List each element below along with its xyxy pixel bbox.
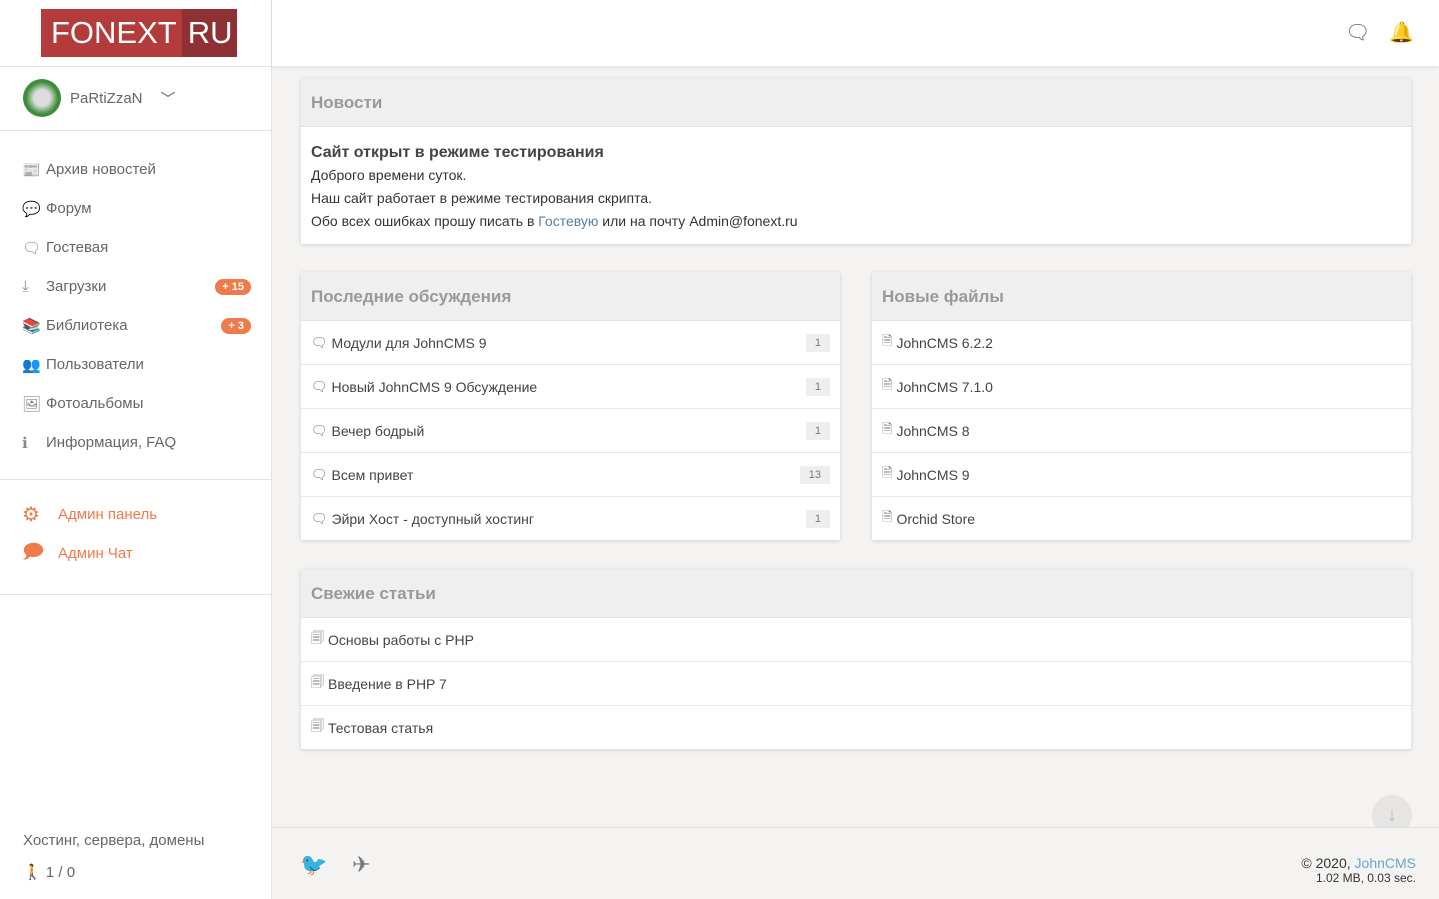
chat-bubble-icon: 🗨 — [22, 239, 42, 257]
chevron-down-icon: ﹀ — [160, 90, 176, 108]
list-item[interactable]: 🗐 Тестовая статья — [301, 706, 1411, 750]
article-icon: 🗐 — [311, 718, 324, 733]
users-icon: 👥 — [22, 356, 41, 374]
reply-count: 1 — [805, 421, 830, 440]
count-badge: + 15 — [215, 278, 251, 295]
sidebar-item[interactable]: ℹ Информация, FAQ — [22, 434, 177, 452]
sidebar-item[interactable]: 👥 Пользователи — [22, 356, 144, 374]
sidebar-item[interactable]: 🖼 Фотоальбомы — [22, 395, 144, 413]
online-counter[interactable]: 🚶 1 / 0 — [23, 864, 76, 881]
sidebar-item[interactable]: 📚 Библиотека + 3 — [22, 306, 251, 345]
twitter-icon[interactable]: 🐦 — [300, 852, 328, 877]
logo[interactable]: FONEXT RU — [41, 9, 237, 57]
articles-card: Свежие статьи 🗐 Основы работы с PHP 🗐 Введе… — [301, 569, 1411, 749]
admin-item[interactable]: 🗩 Админ Чат — [22, 534, 157, 573]
list-item[interactable]: 🗎 JohnCMS 9 — [872, 453, 1411, 497]
admin-item[interactable]: ⚙ Админ панель — [22, 504, 158, 526]
reply-count: 1 — [805, 510, 830, 528]
news-text: Наш сайт работает в режиме тестирования … — [311, 190, 653, 206]
divider — [0, 130, 271, 131]
telegram-icon[interactable]: ✈ — [352, 852, 371, 877]
messages-icon[interactable]: 🗨 — [1345, 22, 1371, 44]
johncms-link[interactable]: JohnCMS — [1354, 855, 1416, 871]
list-item[interactable]: 🗎 Orchid Store — [872, 497, 1411, 541]
article-icon: 🗐 — [311, 673, 324, 689]
newspaper-icon: 📰 — [22, 161, 41, 179]
discussions-card: Последние обсуждения 🗨 Модули для JohnCMS… — [301, 272, 840, 540]
sidebar-item[interactable]: ⤓ Загрузки + 15 — [22, 267, 251, 306]
news-text: Доброго времени суток. — [311, 167, 467, 183]
admin-nav: ⚙ Админ панель 🗩 Админ Чат — [22, 495, 157, 573]
divider — [0, 479, 271, 480]
info-icon: ℹ — [22, 434, 28, 452]
card-title: Новые файлы — [872, 272, 1411, 321]
chat-icon: 🗩 — [22, 540, 45, 563]
comment-icon: 🗨 — [311, 378, 328, 394]
card-title: Свежие статьи — [301, 569, 1411, 618]
divider — [0, 66, 271, 67]
sidebar-item[interactable]: 💬 Форум — [22, 200, 92, 218]
list-item[interactable]: 🗐 Основы работы с PHP — [301, 618, 1411, 662]
sidebar: FONEXT RU PaRtiZzaN ﹀ 📰 Архив новостей 💬 Фор… — [0, 0, 272, 899]
footer: 🐦 ✈ © 2020, JohnCMS 1.02 MB, 0.03 sec. — [272, 827, 1439, 899]
avatar — [23, 79, 61, 117]
divider — [0, 594, 271, 595]
username: PaRtiZzaN — [70, 89, 143, 107]
list-item[interactable]: 🗨 Вечер бодрый 1 — [301, 409, 840, 453]
file-icon: 🗎 — [882, 332, 893, 348]
sidebar-nav: 📰 Архив новостей 💬 Форум 🗨 Гостевая ⤓ Загрузки +… — [22, 150, 251, 462]
news-card: Новости Сайт открыт в режиме тестировани… — [301, 78, 1411, 244]
file-icon: 🗎 — [882, 420, 893, 436]
list-item[interactable]: 🗨 Эйри Хост - доступный хостинг 1 — [301, 497, 840, 541]
comment-icon: 🗨 — [311, 511, 328, 526]
guestbook-link[interactable]: Гостевую — [538, 213, 599, 229]
list-item[interactable]: 🗨 Новый JohnCMS 9 Обсуждение 1 — [301, 365, 840, 409]
bell-icon[interactable]: 🔔 — [1389, 22, 1414, 44]
card-title: Новости — [301, 78, 1411, 127]
header: 🗨 🔔 — [272, 0, 1439, 66]
comment-icon: 🗨 — [311, 466, 328, 482]
chats-icon: 💬 — [22, 200, 41, 218]
reply-count: 1 — [805, 333, 830, 352]
count-badge: + 3 — [221, 317, 251, 334]
reply-count: 13 — [799, 465, 830, 484]
user-menu[interactable]: PaRtiZzaN ﹀ — [23, 79, 251, 117]
page-stats: 1.02 MB, 0.03 sec. — [1315, 871, 1416, 885]
list-item[interactable]: 🗎 JohnCMS 6.2.2 — [872, 321, 1411, 365]
sidebar-item[interactable]: 🗨 Гостевая — [22, 239, 109, 257]
files-card: Новые файлы 🗎 JohnCMS 6.2.2 🗎 JohnCMS 7.1.0… — [872, 272, 1411, 540]
list-item[interactable]: 🗨 Всем привет 13 — [301, 453, 840, 497]
list-item[interactable]: 🗎 JohnCMS 7.1.0 — [872, 365, 1411, 409]
article-icon: 🗐 — [311, 629, 324, 645]
card-title: Последние обсуждения — [301, 272, 840, 321]
list-item[interactable]: 🗎 JohnCMS 8 — [872, 409, 1411, 453]
photo-icon: 🖼 — [22, 395, 42, 413]
file-icon: 🗎 — [882, 376, 893, 392]
file-icon: 🗎 — [882, 464, 893, 480]
download-icon: ⤓ — [22, 278, 29, 295]
gear-icon: ⚙ — [22, 504, 40, 526]
hosting-link[interactable]: Хостинг, сервера, домены — [23, 832, 205, 849]
news-heading: Сайт открыт в режиме тестирования — [311, 144, 604, 161]
comment-icon: 🗨 — [311, 334, 328, 350]
news-text: Обо всех ошибках прошу писать в Гостевую… — [311, 213, 798, 229]
list-item[interactable]: 🗐 Введение в PHP 7 — [301, 662, 1411, 706]
walking-icon: 🚶 — [23, 864, 46, 881]
sidebar-item[interactable]: 📰 Архив новостей — [22, 161, 156, 179]
books-icon: 📚 — [22, 317, 41, 335]
reply-count: 1 — [805, 377, 830, 396]
file-icon: 🗎 — [882, 509, 893, 524]
comment-icon: 🗨 — [311, 422, 328, 438]
